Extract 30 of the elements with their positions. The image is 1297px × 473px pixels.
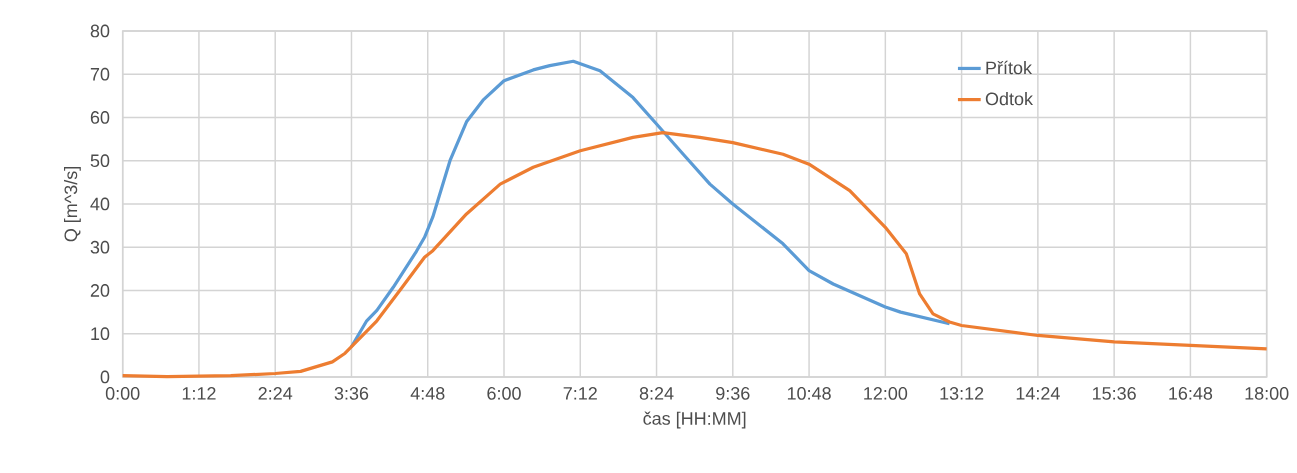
x-tick-label: 6:00 [487,387,521,400]
legend-label: Přítok [986,60,1033,75]
x-tick-label: 2:24 [258,387,293,400]
legend-label: Odtok [985,92,1034,106]
x-tick-label: 7:12 [563,387,597,400]
x-tick-label: 15:36 [1092,387,1136,400]
x-tick-label: 4:48 [410,387,445,400]
y-tick-label: 80 [90,24,110,38]
x-tick-label: 9:36 [716,387,750,400]
x-tick-label: 12:00 [864,387,908,400]
x-tick-label: 16:48 [1169,387,1213,400]
y-tick-label: 30 [90,240,110,254]
y-tick-label: 20 [90,284,110,297]
x-tick-label: 14:24 [1016,387,1060,400]
y-axis-title: Q [m^3/s] [64,167,81,242]
y-tick-label: 10 [91,327,110,341]
y-tick-label: 60 [90,111,110,124]
y-tick-label: 50 [90,154,110,168]
line-series [121,131,1269,379]
x-tick-label: 8:24 [639,387,674,400]
y-tick-label: 70 [90,67,110,81]
x-tick-label: 1:12 [182,387,216,400]
x-tick-label: 3:36 [334,387,369,400]
x-axis-title: čas [HH:MM] [643,411,746,429]
x-tick-label: 10:48 [787,387,831,400]
x-tick-label: 0:00 [105,387,140,400]
y-tick-label: 40 [90,197,110,211]
x-tick-label: 18:00 [1245,387,1289,400]
y-tick-label: 0 [100,370,110,384]
x-tick-label: 13:12 [940,387,984,400]
